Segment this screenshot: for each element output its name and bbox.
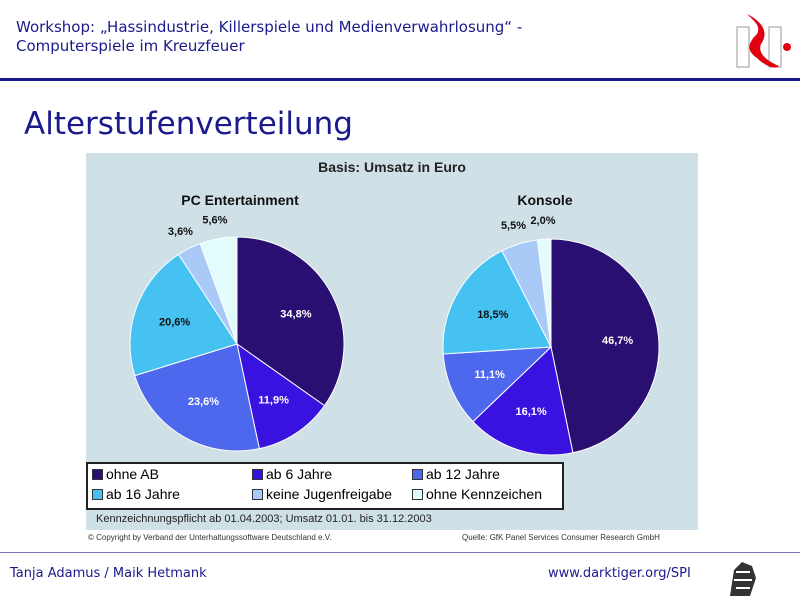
data-label: 20,6% bbox=[159, 316, 190, 328]
pie-slice bbox=[442, 250, 552, 355]
pie-konsole: 46,7% 16,1% 11,1% 18,5% 5,5% 2,0% bbox=[442, 215, 660, 456]
legend-swatch bbox=[252, 488, 263, 500]
copyright: © Copyright by Verband der Unterhaltungs… bbox=[88, 533, 332, 542]
header-rule bbox=[0, 78, 800, 81]
legend-item: ab 12 Jahre bbox=[412, 466, 500, 482]
data-label: 46,7% bbox=[602, 335, 633, 347]
data-label: 16,1% bbox=[515, 406, 546, 418]
pie-slice bbox=[134, 343, 260, 452]
legend-label: ab 16 Jahre bbox=[106, 486, 180, 502]
pie-slice bbox=[129, 253, 238, 377]
data-label: 11,9% bbox=[258, 394, 289, 406]
logo-icon bbox=[736, 14, 791, 68]
data-label: 3,6% bbox=[168, 226, 193, 238]
legend-swatch bbox=[252, 468, 263, 480]
pie-slice bbox=[472, 346, 574, 456]
legend-swatch bbox=[92, 488, 103, 500]
header-title: Workshop: „Hassindustrie, Killerspiele u… bbox=[16, 18, 522, 56]
pie-slice bbox=[236, 342, 326, 450]
tiger-logo-icon bbox=[730, 562, 756, 596]
slide-title: Alterstufenverteilung bbox=[24, 106, 353, 142]
pie-title-konsole: Konsole bbox=[517, 192, 572, 208]
pie-slice bbox=[236, 236, 345, 407]
header-line-2: Computerspiele im Kreuzfeuer bbox=[16, 37, 245, 55]
chart-legend: ohne AB ab 6 Jahre ab 12 Jahre ab 16 Jahre k… bbox=[86, 462, 564, 510]
source: Quelle: GfK Panel Services Consumer Rese… bbox=[462, 533, 660, 542]
pie-slice bbox=[442, 346, 553, 423]
pie-title-pc: PC Entertainment bbox=[181, 192, 299, 208]
legend-swatch bbox=[92, 468, 103, 480]
data-label: 2,0% bbox=[530, 215, 555, 227]
footer-url[interactable]: www.darktiger.org/SPI bbox=[548, 566, 691, 581]
data-label: 11,1% bbox=[474, 369, 505, 381]
pie-slice bbox=[550, 238, 660, 454]
data-label: 34,8% bbox=[280, 308, 311, 320]
header-line-1: Workshop: „Hassindustrie, Killerspiele u… bbox=[16, 18, 523, 36]
data-label: 18,5% bbox=[477, 309, 508, 321]
legend-label: ab 12 Jahre bbox=[426, 466, 500, 482]
pie-slice bbox=[536, 238, 552, 348]
legend-item: ab 6 Jahre bbox=[252, 466, 332, 482]
data-label: 23,6% bbox=[188, 396, 219, 408]
footer-authors: Tanja Adamus / Maik Hetmank bbox=[10, 566, 207, 581]
legend-item: ab 16 Jahre bbox=[92, 486, 180, 502]
legend-label: ab 6 Jahre bbox=[266, 466, 333, 482]
legend-item: keine Jugenfreigabe bbox=[252, 486, 392, 502]
legend-swatch bbox=[412, 488, 423, 500]
legend-label: ohne Kennzeichen bbox=[426, 486, 542, 502]
data-label: 5,5% bbox=[501, 220, 526, 232]
footer-rule bbox=[0, 552, 800, 553]
pie-slice bbox=[199, 236, 238, 345]
legend-item: ohne AB bbox=[92, 466, 159, 482]
legend-item: ohne Kennzeichen bbox=[412, 486, 542, 502]
chart-note: Kennzeichnungspflicht ab 01.04.2003; Ums… bbox=[96, 513, 432, 525]
pie-pc: 34,8% 11,9% 23,6% 20,6% 3,6% 5,6% bbox=[129, 215, 345, 452]
data-label: 5,6% bbox=[202, 215, 227, 227]
legend-label: ohne AB bbox=[106, 466, 159, 482]
legend-swatch bbox=[412, 468, 423, 480]
legend-label: keine Jugenfreigabe bbox=[266, 486, 393, 502]
chart-title: Basis: Umsatz in Euro bbox=[318, 159, 466, 175]
